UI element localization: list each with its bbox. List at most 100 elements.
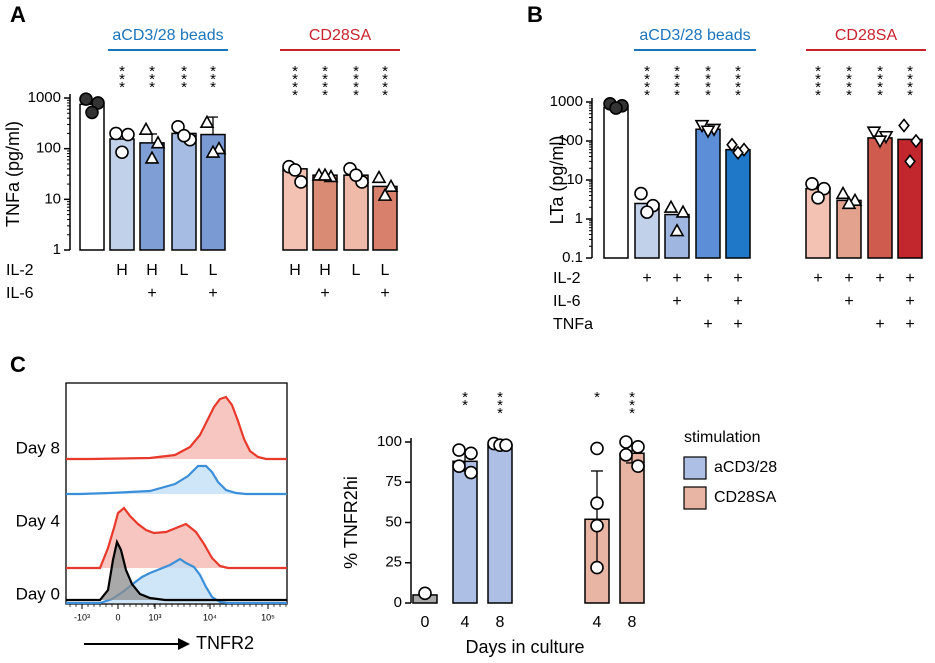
panel-b-data-point (835, 185, 851, 200)
panel-b-significance: * (877, 63, 883, 80)
panel-b-significance: * (705, 63, 711, 80)
histogram-1-series-1-line (66, 395, 287, 461)
panel-a-data-point (317, 167, 333, 181)
panel-a-data-point (79, 92, 93, 106)
panel-b-data-point (841, 195, 857, 210)
panel-b-significance: * (705, 87, 711, 104)
panel-a-significance: * (149, 63, 155, 80)
panel-b-row-value: + (733, 293, 742, 310)
panel-b-row-value: + (875, 270, 884, 287)
histogram-x-tick-label: 10³ (148, 612, 161, 622)
panel-b-data-point (898, 118, 910, 133)
panel-a-data-point (177, 128, 191, 143)
panel-a-significance: * (149, 71, 155, 88)
panel-b-significance: * (644, 63, 650, 80)
panel-b-bar (603, 106, 629, 259)
panel-a-y-tick-label: 100 (36, 140, 61, 157)
panel-b-row-value: + (703, 270, 712, 287)
panel-b-y-tick-label: 0.1 (562, 249, 583, 266)
panel-b-significance: * (846, 63, 852, 80)
panel-label-b: B (527, 2, 543, 27)
panel-b-row-value: + (875, 316, 884, 333)
panel-b-significance: * (877, 71, 883, 88)
tnfr2-significance: * (462, 389, 468, 406)
panel-a-row-label: IL-6 (6, 285, 34, 302)
panel-a-bar (79, 103, 105, 251)
panel-a-data-point (349, 168, 363, 182)
panel-b-y-tick-label: 10 (566, 171, 583, 188)
tnfr2-data-point (590, 496, 604, 510)
panel-a-significance: * (210, 79, 216, 96)
tnfr2-x-tick-label: 8 (628, 614, 637, 631)
panel-b-significance: * (815, 79, 821, 96)
panel-a-significance: * (292, 63, 298, 80)
panel-b-data-point (663, 199, 679, 213)
panel-b-significance: * (846, 79, 852, 96)
panel-b-significance: * (846, 71, 852, 88)
histogram-row-label: Day 0 (16, 584, 60, 603)
histogram-1-series-1-fill (90, 397, 266, 459)
panel-a-data-point (294, 175, 308, 189)
panel-a-data-point (144, 150, 160, 164)
panel-b-significance: * (815, 63, 821, 80)
panel-b-data-point (738, 142, 750, 157)
tnfr2-significance: * (497, 405, 503, 422)
legend-swatch (683, 486, 707, 510)
panel-a-row-value: H (146, 262, 158, 279)
panel-b-significance: * (907, 63, 913, 80)
panel-a-bar (171, 132, 197, 251)
panel-b-row-value: + (642, 270, 651, 287)
panel-a-significance: * (382, 63, 388, 80)
panel-b-group-label: CD28SA (835, 27, 898, 44)
panel-b-significance: * (644, 71, 650, 88)
tnfr2-x-tick-label: 4 (461, 614, 470, 631)
tnfr2-data-point (631, 440, 645, 454)
histogram-x-tick-label: -10³ (74, 612, 90, 622)
panel-a-significance: * (181, 79, 187, 96)
panel-a-data-point (138, 121, 154, 136)
panel-b-data-point (640, 205, 654, 219)
panel-b-data-point (609, 101, 623, 115)
panel-b-group-label: aCD3/28 beads (639, 27, 750, 44)
panel-b-data-point (732, 145, 744, 161)
panel-a-row-value: L (381, 262, 390, 279)
panel-a-row-value: H (319, 262, 331, 279)
panel-b-row-value: + (905, 316, 914, 333)
histogram-x-tick-label: 10⁴ (203, 612, 217, 622)
panel-a-data-point (205, 144, 221, 158)
panel-a-significance: * (353, 87, 359, 104)
tnfr2-y-tick-label: 50 (385, 513, 402, 530)
panel-b-y-tick-label: 1000 (550, 93, 583, 110)
panel-b-significance: * (705, 79, 711, 96)
tnfr2-x-tick-label: 4 (593, 614, 602, 631)
tnfr2-y-tick-label: 25 (385, 554, 402, 571)
tnfr2-data-point (590, 441, 604, 456)
panel-b-significance: * (877, 79, 883, 96)
histogram-row-label: Day 8 (16, 438, 60, 457)
tnfr2-significance: * (594, 389, 600, 406)
tnfr2-significance: * (497, 389, 503, 406)
tnfr2-data-point (631, 459, 645, 473)
panel-b-row-label: TNFa (553, 316, 593, 333)
tnfr2-bar (619, 452, 645, 604)
panel-b-significance: * (907, 71, 913, 88)
tnfr2-bar (487, 444, 513, 604)
panel-a-y-tick-label: 1000 (28, 89, 61, 106)
panel-b-data-point (669, 223, 685, 237)
panel-b-y-tick-label: 100 (558, 132, 583, 149)
panel-b-bar (836, 199, 862, 259)
panel-b-significance: * (735, 63, 741, 80)
histogram-2-series-1-fill (100, 508, 228, 568)
panel-a-significance: * (292, 79, 298, 96)
panel-a-data-point (377, 187, 393, 201)
panel-a-significance: * (292, 71, 298, 88)
panel-a-data-point (91, 96, 105, 110)
panel-a-significance: * (322, 71, 328, 88)
histogram-x-label: TNFR2 (196, 633, 254, 653)
tnfr2-significance: * (629, 405, 635, 422)
panel-b-significance: * (735, 71, 741, 88)
panel-a-significance: * (119, 79, 125, 96)
panel-b-significance: * (815, 87, 821, 104)
histogram-3-series-1-line (66, 538, 287, 602)
panel-a-row-value: H (116, 262, 128, 279)
